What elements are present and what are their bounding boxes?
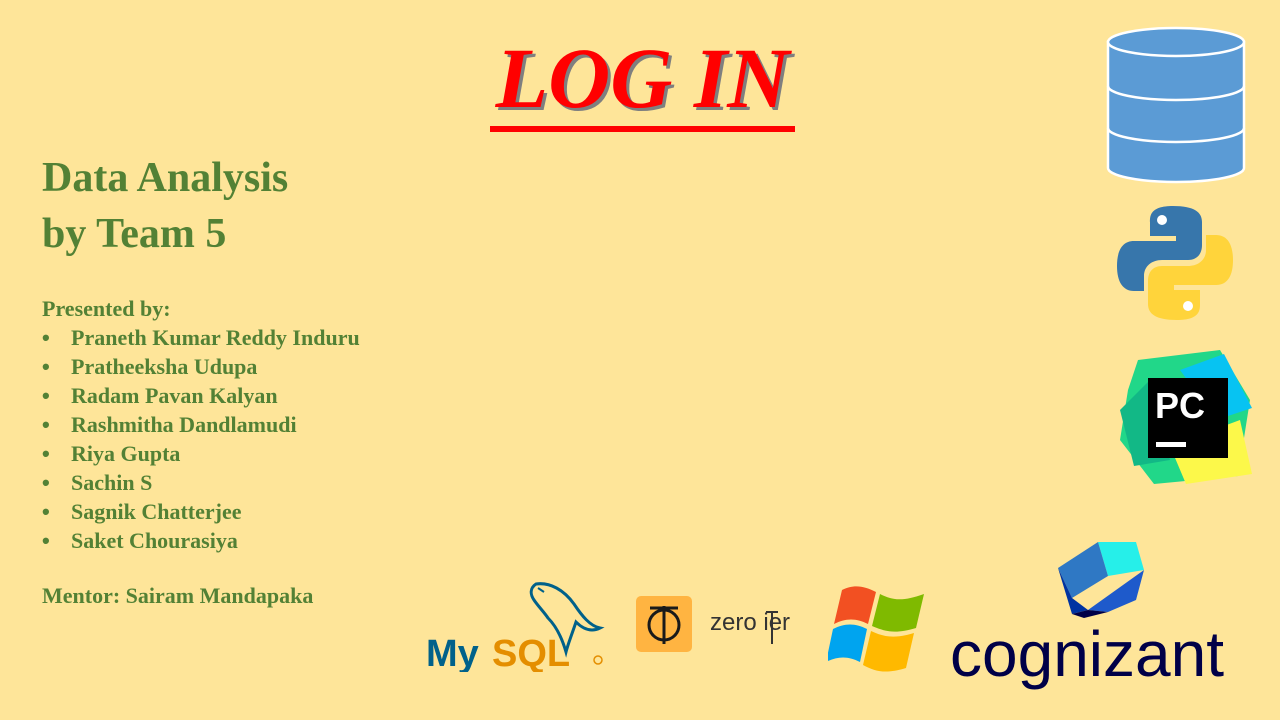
member-item: Rashmitha Dandlamudi — [42, 410, 360, 439]
mysql-logo: My SQL — [426, 582, 605, 672]
member-item: Riya Gupta — [42, 439, 360, 468]
member-item: Saket Chourasiya — [42, 526, 360, 555]
cognizant-text: cognizant — [950, 618, 1224, 690]
member-item: Radam Pavan Kalyan — [42, 381, 360, 410]
subtitle-line-1: Data Analysis — [42, 155, 289, 201]
zerotier-text: zero ier — [710, 609, 790, 636]
presenters-section: Presented by: Praneth Kumar Reddy Induru… — [42, 294, 360, 555]
subtitle: Data Analysis by Team 5 — [42, 150, 288, 262]
pycharm-logo: PC — [1120, 350, 1252, 484]
presented-by-label: Presented by: — [42, 296, 171, 321]
windows-logo — [828, 586, 924, 672]
cognizant-logo: cognizant — [950, 542, 1224, 690]
members-list: Praneth Kumar Reddy Induru Pratheeksha U… — [42, 323, 360, 555]
python-logo — [1117, 206, 1233, 320]
database-icon — [1106, 26, 1246, 184]
member-item: Praneth Kumar Reddy Induru — [42, 323, 360, 352]
member-item: Sachin S — [42, 468, 360, 497]
mysql-my-text: My — [426, 633, 479, 672]
member-item: Pratheeksha Udupa — [42, 352, 360, 381]
title-text: LOG IN — [489, 30, 796, 132]
subtitle-line-2: by Team 5 — [42, 211, 227, 257]
member-item: Sagnik Chatterjee — [42, 497, 360, 526]
slide-title: LOG IN — [470, 30, 815, 132]
mentor-label: Mentor: Sairam Mandapaka — [42, 583, 314, 608]
zerotier-logo: zero ier — [636, 596, 790, 652]
pycharm-text: PC — [1155, 385, 1205, 426]
mysql-sql-text: SQL — [492, 633, 570, 672]
